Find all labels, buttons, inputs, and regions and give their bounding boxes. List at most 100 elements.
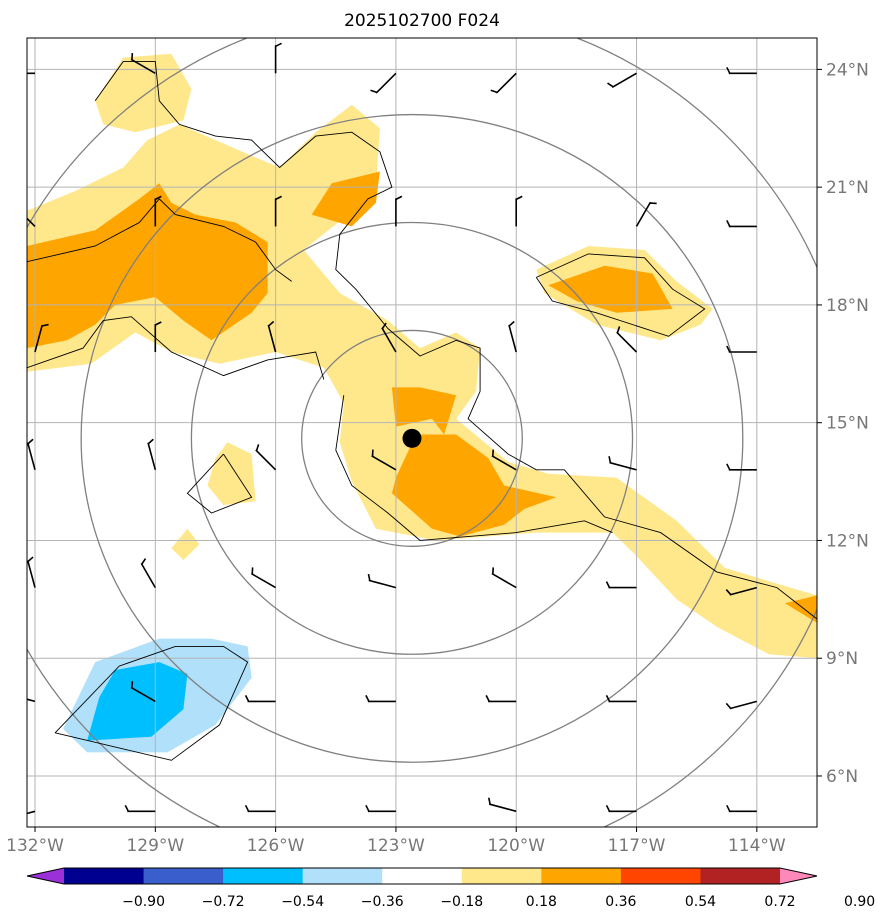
wind-barb: [274, 195, 282, 227]
lon-tick-label: 132°W: [6, 836, 64, 856]
orange-region: [784, 595, 817, 623]
colorbar-label: −0.54: [281, 894, 324, 910]
wind-barb: [605, 804, 637, 813]
wind-barb: [605, 695, 637, 703]
orange-region: [391, 434, 557, 537]
lat-tick-label: 21°N: [826, 178, 869, 198]
storm-center-marker: [402, 428, 422, 448]
light-yellow-region: [95, 53, 192, 133]
wind-barb: [154, 321, 162, 352]
wind-barb: [726, 345, 757, 353]
wind-barb: [491, 449, 517, 471]
wind-barb: [487, 797, 517, 813]
wind-barb: [381, 322, 397, 353]
lon-tick-label: 120°W: [487, 836, 545, 856]
wind-barb: [147, 438, 157, 471]
wind-barb: [485, 695, 517, 703]
wind-barb: [607, 72, 637, 88]
lon-tick-label: 126°W: [247, 836, 305, 856]
lat-tick-label: 18°N: [826, 296, 869, 316]
orange-region: [311, 171, 380, 227]
colorbar-label: −0.72: [202, 894, 245, 910]
wind-barb: [515, 195, 523, 227]
wind-barb: [250, 567, 277, 589]
lon-tick-label: 117°W: [608, 836, 666, 856]
wind-barb: [244, 695, 276, 703]
colorbar-outline: [26, 867, 818, 885]
lat-tick-label: 9°N: [826, 649, 858, 669]
lat-tick-label: 6°N: [826, 767, 858, 787]
wind-barb: [725, 700, 758, 710]
range-ring: [80, 113, 744, 763]
wind-barb: [490, 72, 517, 94]
lat-tick-label: 12°N: [826, 531, 869, 551]
chart-title: 2025102700 F024: [344, 11, 500, 31]
cyan-region: [87, 662, 188, 741]
colorbar-segment: [461, 868, 542, 884]
colorbar-label: 0.54: [685, 894, 716, 910]
wind-barb: [508, 320, 517, 353]
colorbar-extend-high: [780, 868, 817, 884]
wind-barb: [605, 581, 637, 589]
colorbar-segment: [541, 868, 622, 884]
wind-barb: [27, 206, 36, 227]
wind-barb: [255, 444, 277, 471]
wind-barb: [130, 681, 156, 703]
colorbar-segment: [143, 868, 224, 884]
wind-barb: [726, 220, 757, 228]
colorbar-label: 0.72: [764, 894, 795, 910]
colorbar-label: 0.36: [605, 894, 636, 910]
range-ring: [190, 221, 634, 655]
wind-barb: [124, 804, 156, 813]
orange-region: [27, 183, 268, 349]
wind-barb: [491, 567, 517, 589]
colorbar: −0.90 −0.72 −0.54 −0.36 −0.18 0.18 0.36 0.54 0.7…: [26, 867, 875, 910]
colorbar-label: −0.90: [122, 894, 165, 910]
wind-barb: [608, 456, 637, 471]
wind-barb: [27, 556, 36, 588]
colorbar-label: −0.18: [440, 894, 483, 910]
wind-barb: [154, 195, 162, 227]
colorbar-segment: [302, 868, 383, 884]
contour-line: [535, 253, 706, 337]
orange-region: [548, 265, 673, 313]
wind-barb: [244, 804, 276, 813]
wind-barb: [371, 449, 397, 471]
wind-barb: [267, 320, 277, 353]
wind-barb: [27, 438, 36, 471]
lon-tick-label: 114°W: [728, 836, 786, 856]
wind-barb: [27, 693, 36, 703]
wind-barb: [367, 573, 397, 589]
colorbar-segment: [700, 868, 781, 884]
lat-tick-label: 15°N: [826, 414, 869, 434]
colorbar-label: 0.90: [844, 894, 875, 910]
contour-line: [54, 645, 249, 761]
wind-barb: [34, 323, 49, 353]
lon-tick-label: 129°W: [126, 836, 184, 856]
lon-tick-label: 123°W: [367, 836, 425, 856]
contour-line: [335, 395, 613, 541]
wind-barb: [140, 558, 156, 588]
contour-line: [27, 198, 292, 282]
wind-barb: [616, 326, 638, 353]
wind-barb: [726, 804, 757, 813]
colorbar-segment: [382, 868, 463, 884]
wind-barb: [365, 804, 396, 813]
wind-barb: [635, 201, 657, 227]
contour-line: [186, 453, 253, 514]
wind-barb: [130, 53, 156, 74]
wind-barb: [726, 66, 757, 75]
colorbar-extend-low: [27, 868, 64, 884]
wind-barb: [370, 72, 397, 94]
colorbar-label: −0.36: [361, 894, 404, 910]
lat-tick-label: 24°N: [826, 60, 869, 80]
contour-line: [27, 316, 325, 380]
map-frame: [26, 37, 818, 828]
wind-barb: [274, 42, 282, 74]
colorbar-label: 0.18: [526, 894, 557, 910]
wind-barb: [725, 586, 758, 596]
range-ring: [301, 329, 523, 547]
colorbar-segment: [64, 868, 145, 884]
colorbar-segment: [620, 868, 701, 884]
